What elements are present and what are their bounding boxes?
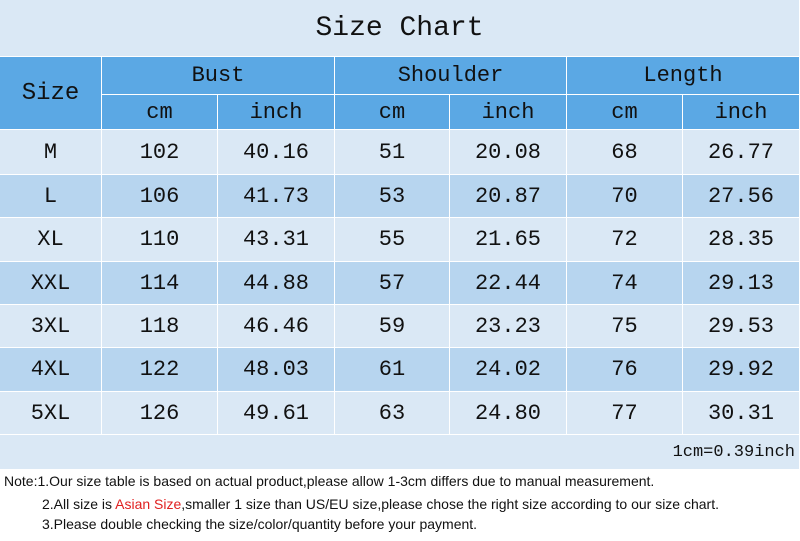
table-cell: 122: [102, 348, 218, 392]
unit-header: inch: [218, 95, 335, 130]
unit-header: cm: [567, 95, 683, 130]
note-text: 1.Our size table is based on actual prod…: [37, 473, 655, 489]
table-cell: 29.53: [683, 305, 800, 348]
table-cell: 102: [102, 130, 218, 175]
table-cell: 61: [335, 348, 450, 392]
table-cell: 68: [567, 130, 683, 175]
title: Size Chart: [0, 0, 800, 57]
table-cell: 118: [102, 305, 218, 348]
table-cell: 40.16: [218, 130, 335, 175]
note-text: 3.Please double checking the size/color/…: [42, 516, 478, 532]
table-cell: 26.77: [683, 130, 800, 175]
table-cell: 21.65: [450, 218, 567, 262]
conversion: 1cm=0.39inch: [0, 435, 800, 470]
table-cell: 4XL: [0, 348, 102, 392]
table-cell: 23.23: [450, 305, 567, 348]
table-cell: 30.31: [683, 392, 800, 435]
table-cell: 24.80: [450, 392, 567, 435]
table-cell: 75: [567, 305, 683, 348]
table-cell: L: [0, 175, 102, 218]
table-cell: 29.13: [683, 262, 800, 305]
table-cell: 48.03: [218, 348, 335, 392]
table-cell: 126: [102, 392, 218, 435]
table-cell: XL: [0, 218, 102, 262]
table-cell: 20.08: [450, 130, 567, 175]
table-cell: 114: [102, 262, 218, 305]
table-cell: 20.87: [450, 175, 567, 218]
size-header: Size: [0, 57, 102, 130]
table-cell: 28.35: [683, 218, 800, 262]
note-text: Note:: [4, 473, 38, 489]
table-cell: 46.46: [218, 305, 335, 348]
table-cell: M: [0, 130, 102, 175]
table-cell: 110: [102, 218, 218, 262]
table-cell: 51: [335, 130, 450, 175]
note-text: 2.All size is: [42, 496, 116, 512]
table-cell: 27.56: [683, 175, 800, 218]
table-cell: 55: [335, 218, 450, 262]
table-cell: 43.31: [218, 218, 335, 262]
table-cell: 70: [567, 175, 683, 218]
table-cell: 106: [102, 175, 218, 218]
table-cell: XXL: [0, 262, 102, 305]
note-text: ,smaller 1 size than US/EU size,please c…: [181, 496, 719, 512]
table-cell: 29.92: [683, 348, 800, 392]
group-header: Length: [567, 57, 800, 95]
table-cell: 57: [335, 262, 450, 305]
table-cell: 63: [335, 392, 450, 435]
table-cell: 72: [567, 218, 683, 262]
note: 3.Please double checking the size/color/…: [42, 516, 477, 532]
group-header: Shoulder: [335, 57, 567, 95]
table-cell: 74: [567, 262, 683, 305]
unit-header: cm: [335, 95, 450, 130]
table-cell: 41.73: [218, 175, 335, 218]
table-cell: 77: [567, 392, 683, 435]
note: 2.All size is Asian Size,smaller 1 size …: [42, 496, 719, 512]
table-cell: 5XL: [0, 392, 102, 435]
table-cell: 49.61: [218, 392, 335, 435]
table-cell: 76: [567, 348, 683, 392]
table-cell: 44.88: [218, 262, 335, 305]
note: Note:1.Our size table is based on actual…: [4, 473, 654, 489]
highlight: Asian Size: [115, 496, 182, 512]
table-cell: 53: [335, 175, 450, 218]
group-header: Bust: [102, 57, 335, 95]
unit-header: cm: [102, 95, 218, 130]
unit-header: inch: [683, 95, 800, 130]
table-cell: 3XL: [0, 305, 102, 348]
table-cell: 59: [335, 305, 450, 348]
table-cell: 24.02: [450, 348, 567, 392]
table-cell: 22.44: [450, 262, 567, 305]
unit-header: inch: [450, 95, 567, 130]
